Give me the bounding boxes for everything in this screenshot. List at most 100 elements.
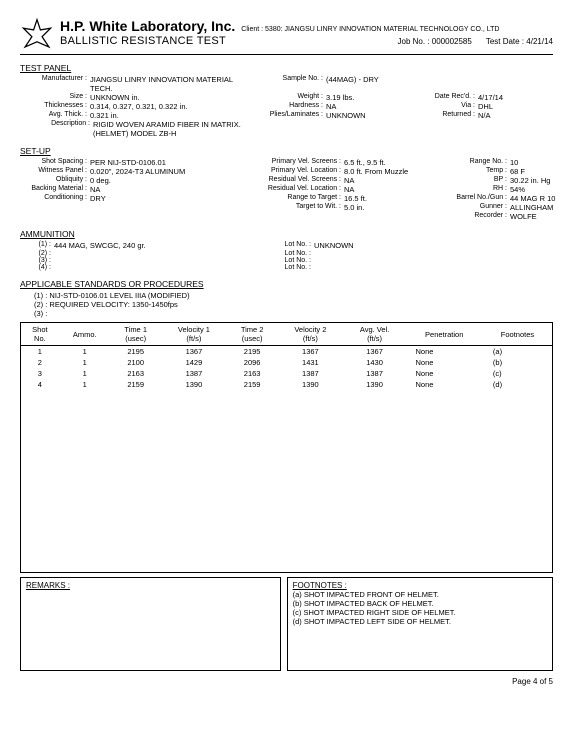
- table-row: 1121951367219513671367None(a): [21, 346, 553, 358]
- report-title: BALLISTIC RESISTANCE TEST: [60, 35, 226, 47]
- field-value: [90, 203, 248, 212]
- field-value: 0.321 in.: [90, 111, 248, 120]
- field-label: [20, 129, 93, 138]
- field-value: PER NIJ-STD-0106.01: [90, 158, 248, 167]
- field-label: Primary Vel. Location :: [248, 167, 344, 176]
- logo-icon: [20, 18, 54, 52]
- test-date: Test Date : 4/21/14: [486, 37, 553, 46]
- table-cell: 1387: [344, 368, 406, 379]
- test-date-value: 4/21/14: [526, 37, 553, 46]
- field-label: [20, 212, 90, 221]
- field-value: UNKNOWN: [326, 111, 422, 120]
- field-value: 0.020", 2024-T3 ALUMINUM: [90, 167, 248, 176]
- table-cell: None: [406, 379, 483, 390]
- field-label: Via :: [422, 102, 478, 111]
- table-cell: 1: [59, 346, 111, 358]
- field-value: NA: [326, 102, 422, 111]
- field-value: 8.0 ft. From Muzzle: [344, 167, 440, 176]
- table-cell: 3: [21, 368, 59, 379]
- table-cell: 1367: [277, 346, 343, 358]
- field-value: 0.314, 0.327, 0.321, 0.322 in.: [90, 102, 248, 111]
- table-cell: 2100: [111, 357, 161, 368]
- table-cell: None: [406, 368, 483, 379]
- field-value: UNKNOWN: [314, 241, 414, 250]
- table-cell: (d): [483, 379, 553, 390]
- footnotes-title: FOOTNOTES :: [293, 581, 547, 590]
- field-label: (4) :: [30, 264, 54, 271]
- field-label: Avg. Thick. :: [20, 111, 90, 120]
- table-cell: 1429: [161, 357, 227, 368]
- field-value: 16.5 ft.: [344, 194, 440, 203]
- job-no-label: Job No. :: [398, 37, 430, 46]
- field-label: Plies/Laminates :: [248, 111, 326, 120]
- footnote-line: (a) SHOT IMPACTED FRONT OF HELMET.: [293, 590, 547, 599]
- field-value: 68 F: [510, 167, 568, 176]
- field-label: Date Rec'd. :: [422, 93, 478, 102]
- field-label: Residual Vel. Location :: [248, 185, 344, 194]
- table-cell: None: [406, 346, 483, 358]
- field-value: (44MAG) - DRY: [326, 75, 422, 93]
- table-cell: 1: [59, 368, 111, 379]
- footnote-line: (b) SHOT IMPACTED BACK OF HELMET.: [293, 599, 547, 608]
- field-label: Residual Vel. Screens :: [248, 176, 344, 185]
- table-cell: 2195: [227, 346, 277, 358]
- standard-item: (3) :: [34, 309, 553, 318]
- field-label: Lot No. :: [274, 250, 314, 257]
- footnote-line: (c) SHOT IMPACTED RIGHT SIDE OF HELMET.: [293, 608, 547, 617]
- table-row: 4121591390215913901390None(d): [21, 379, 553, 390]
- job-no: Job No. : 000002585: [398, 37, 472, 46]
- col-header: Velocity 1(ft/s): [161, 323, 227, 346]
- table-cell: 1: [21, 346, 59, 358]
- field-label: Sample No. :: [248, 75, 326, 93]
- field-label: Range No. :: [440, 158, 510, 167]
- col-header: Footnotes: [483, 323, 553, 346]
- table-cell: 2159: [111, 379, 161, 390]
- table-row: 2121001429209614311430None(b): [21, 357, 553, 368]
- table-cell: 1387: [161, 368, 227, 379]
- field-value: [54, 257, 274, 264]
- setup-grid: Shot Spacing :PER NIJ-STD-0106.01Primary…: [20, 158, 553, 221]
- field-label: RH :: [440, 185, 510, 194]
- table-cell: 1430: [344, 357, 406, 368]
- remarks-box: REMARKS :: [20, 577, 281, 671]
- field-label: Temp :: [440, 167, 510, 176]
- field-label: (1) :: [30, 241, 54, 250]
- col-header: Ammo.: [59, 323, 111, 346]
- col-header: Time 2(usec): [227, 323, 277, 346]
- client-line: Client : 5380: JIANGSU LINRY INNOVATION …: [241, 26, 499, 33]
- field-value: UNKNOWN in.: [90, 93, 248, 102]
- field-label: Weight :: [248, 93, 326, 102]
- field-value: 444 MAG, SWCGC, 240 gr.: [54, 241, 274, 250]
- job-no-value: 000002585: [432, 37, 472, 46]
- table-cell: 1: [59, 357, 111, 368]
- table-cell: 1390: [344, 379, 406, 390]
- field-value: NA: [344, 185, 440, 194]
- table-row: 3121631387216313871387None(c): [21, 368, 553, 379]
- field-value: [90, 212, 248, 221]
- table-cell: 2096: [227, 357, 277, 368]
- table-cell: 1367: [161, 346, 227, 358]
- field-label: Backing Material :: [20, 185, 90, 194]
- col-header: Velocity 2(ft/s): [277, 323, 343, 346]
- bottom-boxes: REMARKS : FOOTNOTES : (a) SHOT IMPACTED …: [20, 577, 553, 671]
- table-cell: 2159: [227, 379, 277, 390]
- ammo-grid: (1) :444 MAG, SWCGC, 240 gr.Lot No. :UNK…: [30, 241, 563, 271]
- standards-list: (1) : NIJ-STD-0106.01 LEVEL IIIA (MODIFI…: [34, 291, 553, 318]
- field-label: Returned :: [422, 111, 478, 120]
- field-value: 6.5 ft., 9.5 ft.: [344, 158, 440, 167]
- field-value: WOLFE: [510, 212, 568, 221]
- company-name: H.P. White Laboratory, Inc.: [60, 18, 235, 34]
- field-label: [422, 75, 478, 93]
- table-cell: (a): [483, 346, 553, 358]
- footnote-line: (d) SHOT IMPACTED LEFT SIDE OF HELMET.: [293, 617, 547, 626]
- col-header: ShotNo.: [21, 323, 59, 346]
- field-value: 44 MAG R 10: [510, 194, 568, 203]
- field-label: (3) :: [30, 257, 54, 264]
- footnotes-lines: (a) SHOT IMPACTED FRONT OF HELMET.(b) SH…: [293, 590, 547, 626]
- field-label: [20, 203, 90, 212]
- header-text: H.P. White Laboratory, Inc. Client : 538…: [60, 18, 553, 47]
- field-value: [314, 250, 414, 257]
- field-label: Hardness :: [248, 102, 326, 111]
- table-cell: 1387: [277, 368, 343, 379]
- page-number: Page 4 of 5: [20, 677, 553, 686]
